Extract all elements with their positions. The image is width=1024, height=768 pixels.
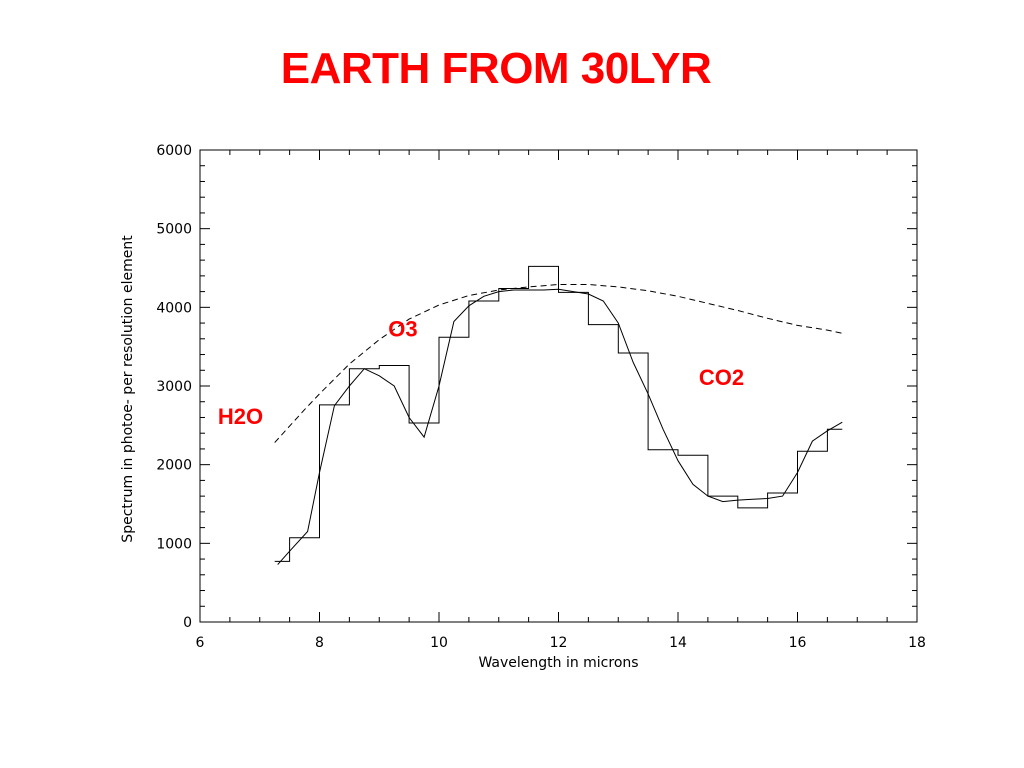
y-tick-label: 4000 xyxy=(156,300,192,316)
y-tick-label: 0 xyxy=(183,615,192,631)
y-tick-label: 5000 xyxy=(156,222,192,238)
x-tick-label: 14 xyxy=(669,635,687,651)
y-axis-title: Spectrum in photoe- per resolution eleme… xyxy=(120,235,136,543)
x-tick-label: 16 xyxy=(789,635,807,651)
y-tick-label: 2000 xyxy=(156,458,192,474)
y-tick-label: 6000 xyxy=(156,143,192,159)
annotation-h2o: H2O xyxy=(218,404,263,429)
series-dashed-line xyxy=(274,284,843,443)
x-tick-label: 10 xyxy=(430,635,448,651)
x-tick-label: 18 xyxy=(908,635,926,651)
y-tick-label: 3000 xyxy=(156,379,192,395)
x-tick-label: 8 xyxy=(315,635,324,651)
series-solid-line xyxy=(277,288,843,565)
x-tick-label: 12 xyxy=(550,635,568,651)
x-tick-label: 6 xyxy=(196,635,205,651)
slide-title: EARTH FROM 30LYR xyxy=(280,44,712,93)
y-tick-label: 1000 xyxy=(156,536,192,552)
series-step-line xyxy=(274,265,843,562)
annotation-co2: CO2 xyxy=(699,365,744,390)
x-axis-title: Wavelength in microns xyxy=(478,655,638,671)
plot-frame xyxy=(199,149,918,623)
annotation-o3: O3 xyxy=(388,316,417,341)
